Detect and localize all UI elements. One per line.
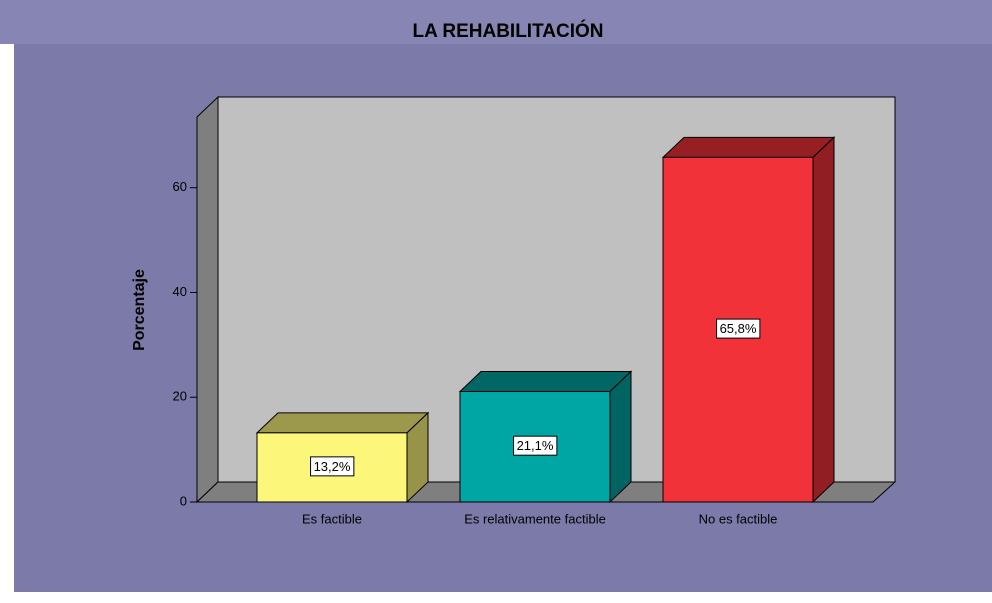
value-label: 13,2% <box>314 459 351 474</box>
value-label-box <box>716 318 761 339</box>
bar-top <box>458 370 633 392</box>
value-label-box <box>513 435 558 456</box>
bar-top <box>255 412 430 434</box>
side-wall <box>196 95 219 504</box>
value-label: 65,8% <box>720 321 757 336</box>
y-tick-label: 0 <box>180 493 187 508</box>
y-axis-label: Porcentaje <box>131 269 148 351</box>
y-tick-label: 60 <box>173 179 187 194</box>
chart-title: LA REHABILITACIÓN <box>412 20 603 42</box>
x-tick-label: Es factible <box>302 511 362 526</box>
y-tick-label: 20 <box>173 389 187 404</box>
y-tick-label: 40 <box>173 284 187 299</box>
x-tick-label: No es factible <box>699 511 778 526</box>
bar-top <box>661 136 836 158</box>
x-tick-label: Es relativamente factible <box>464 511 606 526</box>
bar-side <box>609 370 632 504</box>
bar-side <box>812 136 835 504</box>
value-label: 21,1% <box>517 438 554 453</box>
title-band <box>0 0 992 44</box>
value-label-box <box>310 456 355 477</box>
